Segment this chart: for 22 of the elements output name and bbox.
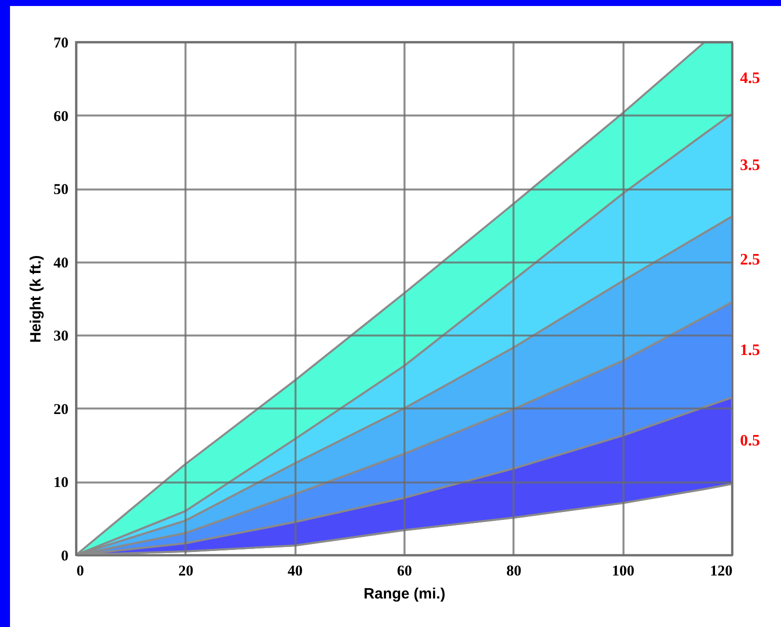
y-tick-label: 20 bbox=[54, 402, 68, 418]
x-tick-label: 100 bbox=[612, 564, 634, 580]
x-tick-label: 20 bbox=[178, 564, 194, 580]
x-tick-label: 40 bbox=[288, 564, 303, 580]
series-label: 3.5 bbox=[740, 157, 760, 174]
y-tick-label: 0 bbox=[61, 548, 68, 564]
x-tick-label: 120 bbox=[710, 564, 732, 580]
y-tick-label: 40 bbox=[54, 255, 68, 272]
y-tick-label: 50 bbox=[54, 182, 68, 198]
series-label: 0.5 bbox=[740, 432, 760, 450]
y-tick-label: 60 bbox=[54, 108, 68, 125]
x-tick-label: 80 bbox=[506, 564, 522, 580]
x-tick-label: 0 bbox=[76, 564, 84, 580]
x-axis-title: Range (mi.) bbox=[364, 586, 446, 602]
x-tick-label: 60 bbox=[397, 564, 412, 580]
series-label: 4.5 bbox=[740, 70, 760, 87]
series-label: 2.5 bbox=[740, 251, 760, 268]
y-axis-title: Height (k ft.) bbox=[28, 255, 44, 343]
y-tick-label: 70 bbox=[54, 36, 68, 52]
y-tick-label: 30 bbox=[54, 328, 68, 345]
y-tick-label: 10 bbox=[54, 475, 68, 492]
series-label: 1.5 bbox=[740, 342, 760, 359]
